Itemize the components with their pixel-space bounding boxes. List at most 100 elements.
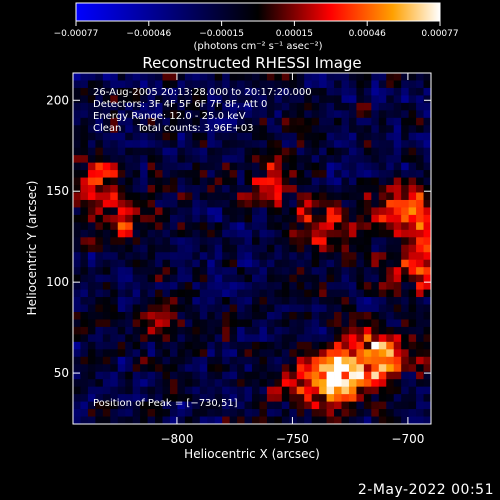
heatmap-cell <box>95 274 104 283</box>
y-tick-label: 100 <box>46 275 69 289</box>
heatmap-cell <box>319 185 327 193</box>
heatmap-cell <box>147 214 156 223</box>
heatmap-cell <box>319 416 327 425</box>
heatmap-cell <box>334 244 342 253</box>
heatmap-cell <box>259 80 268 89</box>
heatmap-cell <box>229 170 238 178</box>
heatmap-cell <box>334 297 342 305</box>
heatmap-cell <box>408 229 417 238</box>
heatmap-cell <box>281 170 290 178</box>
heatmap-cell <box>266 214 275 223</box>
heatmap-cell <box>214 237 223 246</box>
heatmap-cell <box>80 394 89 402</box>
heatmap-cell <box>192 237 201 246</box>
heatmap-cell <box>237 132 245 141</box>
heatmap-cell <box>378 229 387 238</box>
heatmap-cell <box>95 267 104 276</box>
heatmap-cell <box>214 73 223 81</box>
heatmap-cell <box>184 304 193 313</box>
heatmap-cell <box>80 379 89 388</box>
heatmap-cell <box>289 170 298 178</box>
heatmap-cell <box>87 214 96 223</box>
heatmap-cell <box>348 416 357 425</box>
heatmap-cell <box>304 222 313 231</box>
heatmap-cell <box>319 356 327 365</box>
heatmap-cell <box>222 177 231 186</box>
heatmap-cell <box>162 349 171 358</box>
heatmap-cell <box>125 371 134 380</box>
heatmap-cell <box>326 229 335 238</box>
heatmap-cell <box>304 326 313 335</box>
heatmap-cell <box>311 386 320 395</box>
heatmap-cell <box>416 371 424 380</box>
heatmap-cell <box>401 125 410 134</box>
heatmap-cell <box>296 155 305 164</box>
colorbar-gradient <box>75 2 441 22</box>
heatmap-cell <box>177 87 186 96</box>
heatmap-cell <box>110 319 119 328</box>
heatmap-cell <box>259 229 268 238</box>
heatmap-cell <box>192 147 201 156</box>
heatmap-cell <box>348 289 357 298</box>
heatmap-cell <box>95 140 104 149</box>
heatmap-cell <box>162 244 171 253</box>
heatmap-cell <box>162 95 171 104</box>
heatmap-cell <box>274 73 283 81</box>
heatmap-cell <box>147 394 156 402</box>
heatmap-cell <box>289 319 298 328</box>
heatmap-cell <box>311 237 320 246</box>
heatmap-cell <box>184 267 193 276</box>
heatmap-cell <box>363 379 372 388</box>
heatmap-cell <box>386 252 395 261</box>
heatmap-cell <box>177 267 186 276</box>
heatmap-cell <box>363 267 372 276</box>
heatmap-cell <box>378 371 387 380</box>
heatmap-cell <box>110 349 119 358</box>
heatmap-cell <box>199 147 208 156</box>
heatmap-cell <box>304 95 313 104</box>
heatmap-cell <box>169 207 178 216</box>
heatmap-cell <box>87 259 96 268</box>
heatmap-cell <box>147 379 156 388</box>
heatmap-cell <box>162 237 171 246</box>
heatmap-cell <box>326 394 335 402</box>
heatmap-cell <box>393 147 402 156</box>
heatmap-cell <box>371 326 380 335</box>
heatmap-cell <box>132 341 141 350</box>
heatmap-cell <box>334 304 342 313</box>
heatmap-cell <box>311 73 320 81</box>
heatmap-cell <box>341 356 350 365</box>
heatmap-cell <box>363 222 372 231</box>
heatmap-cell <box>207 259 216 268</box>
heatmap-cell <box>259 297 268 305</box>
heatmap-cell <box>169 259 178 268</box>
heatmap-cell <box>192 102 201 111</box>
heatmap-cell <box>311 341 320 350</box>
heatmap-cell <box>304 319 313 328</box>
heatmap-cell <box>281 371 290 380</box>
heatmap-cell <box>80 214 89 223</box>
heatmap-cell <box>125 267 134 276</box>
heatmap-cell <box>147 117 156 126</box>
heatmap-cell <box>73 267 81 276</box>
heatmap-cell <box>125 364 134 373</box>
heatmap-cell <box>214 192 223 201</box>
heatmap-cell <box>229 386 238 395</box>
heatmap-cell <box>378 117 387 126</box>
heatmap-cell <box>326 73 335 81</box>
heatmap-cell <box>401 207 410 216</box>
heatmap-cell <box>348 162 357 171</box>
heatmap-cell <box>110 237 119 246</box>
heatmap-cell <box>177 394 186 402</box>
heatmap-cell <box>199 140 208 149</box>
heatmap-cell <box>274 177 283 186</box>
heatmap-cell <box>140 185 148 193</box>
heatmap-cell <box>401 147 410 156</box>
heatmap-cell <box>95 356 104 365</box>
heatmap-cell <box>408 252 417 261</box>
heatmap-cell <box>95 409 104 417</box>
heatmap-cell <box>356 259 365 268</box>
heatmap-cell <box>356 132 365 141</box>
heatmap-cell <box>237 199 245 208</box>
